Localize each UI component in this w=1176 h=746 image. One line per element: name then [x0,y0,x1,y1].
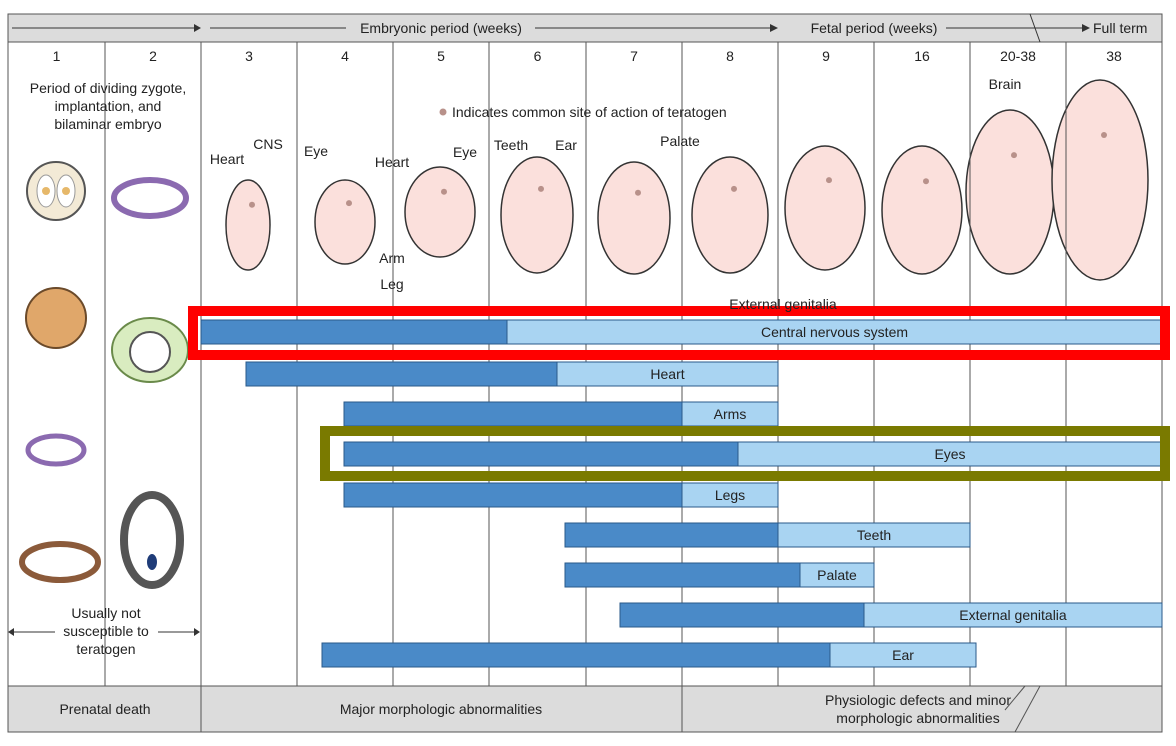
bar-label: Eyes [934,446,966,462]
illustration-label: External genitalia [729,296,837,312]
footer-label: Prenatal death [59,701,151,717]
embryo [314,179,376,265]
arrowhead [770,24,778,32]
embryo [225,179,271,271]
bar-label: Legs [714,487,746,503]
illustration-label: CNS [253,136,283,152]
illustration-label: Teeth [493,137,529,153]
bar-light [799,562,875,588]
embryo [784,145,866,271]
bar-label: Teeth [856,527,892,543]
frame [7,13,1163,733]
week-label: 1 [52,48,61,64]
legend: Indicates common site of action of terat… [452,104,727,120]
footer-label: Physiologic defects and minor morphologi… [825,692,1011,726]
embryo [500,156,574,274]
period-label: Fetal period (weeks) [807,19,941,37]
cell-illustrations [19,161,189,589]
break-mark [1029,13,1041,43]
footer-label: Major morphologic abnormalities [339,701,543,717]
site-dot [346,200,352,207]
site-dot [1101,132,1107,138]
bars [200,319,1163,668]
illustration-label: Brain [988,76,1022,92]
bar-dark [343,482,683,508]
site-dot [538,185,544,192]
footer-band [8,686,1162,732]
week-label: 20-38 [1000,48,1036,64]
week-label: 2 [149,48,157,64]
break-mark [1014,685,1041,733]
week-label: 5 [437,48,445,64]
embryo [404,166,476,258]
week-label: 16 [914,48,930,64]
highlight-box [320,426,1170,481]
site-dot [249,201,255,208]
highlight-box [188,306,1170,360]
bar-dark [321,642,831,668]
arrowhead [8,628,14,636]
illustration-label: Eye [303,143,329,159]
bar-label: Arms [713,406,747,422]
week-label: 7 [630,48,638,64]
week-label: 3 [245,48,253,64]
site-dot [826,177,832,184]
site-dot [635,189,641,196]
site-dot [923,178,929,185]
period-label: Full term [1093,20,1148,36]
bar-label: Heart [650,366,685,382]
illustration-label: Palate [660,133,700,149]
bar-dark [619,602,865,628]
bar-light [777,522,971,548]
week-label: 8 [726,48,734,64]
illustration-label: Arm [379,250,405,266]
bar-dark [245,361,558,387]
bar-label: Palate [817,567,857,583]
site-dot [1011,152,1017,159]
bar-label: Ear [892,647,914,663]
illustration-label: Leg [380,276,404,292]
week-label: 38 [1106,48,1122,64]
site-dot [731,185,737,192]
bar-dark [564,562,801,588]
arrowhead [1082,24,1090,32]
bar-label: External genitalia [959,607,1067,623]
bar-dark [343,401,683,427]
illustration-label: Ear [555,137,577,153]
period-label: Embryonic period (weeks) [357,19,525,37]
bar-dark [200,319,508,345]
bar-dark [343,441,739,467]
week-label: 9 [822,48,830,64]
arrowhead [194,24,201,32]
site-dot [441,188,447,195]
embryo [597,161,671,275]
illustration-label: Heart [209,151,245,167]
bar-light [829,642,977,668]
bar-light [681,401,779,427]
week-label: 6 [533,48,542,64]
bar-light [681,482,779,508]
left-note: Usually not susceptible to teratogen [63,605,149,657]
break-mark [1004,685,1026,711]
embryo [965,109,1055,275]
left-note: Period of dividing zygote, implantation,… [29,80,187,132]
bar-dark [564,522,779,548]
arrowhead [194,628,200,636]
bar-light [556,361,779,387]
embryo [881,145,963,275]
legend-dot [439,108,447,116]
embryo-illustrations [225,79,1149,281]
week-label: 4 [341,48,349,64]
illustration-label: Heart [374,154,410,170]
embryo [1051,79,1149,281]
bar-label: Central nervous system [760,324,909,340]
embryo [691,156,769,274]
bar-light [863,602,1163,628]
illustration-label: Eye [452,144,478,160]
